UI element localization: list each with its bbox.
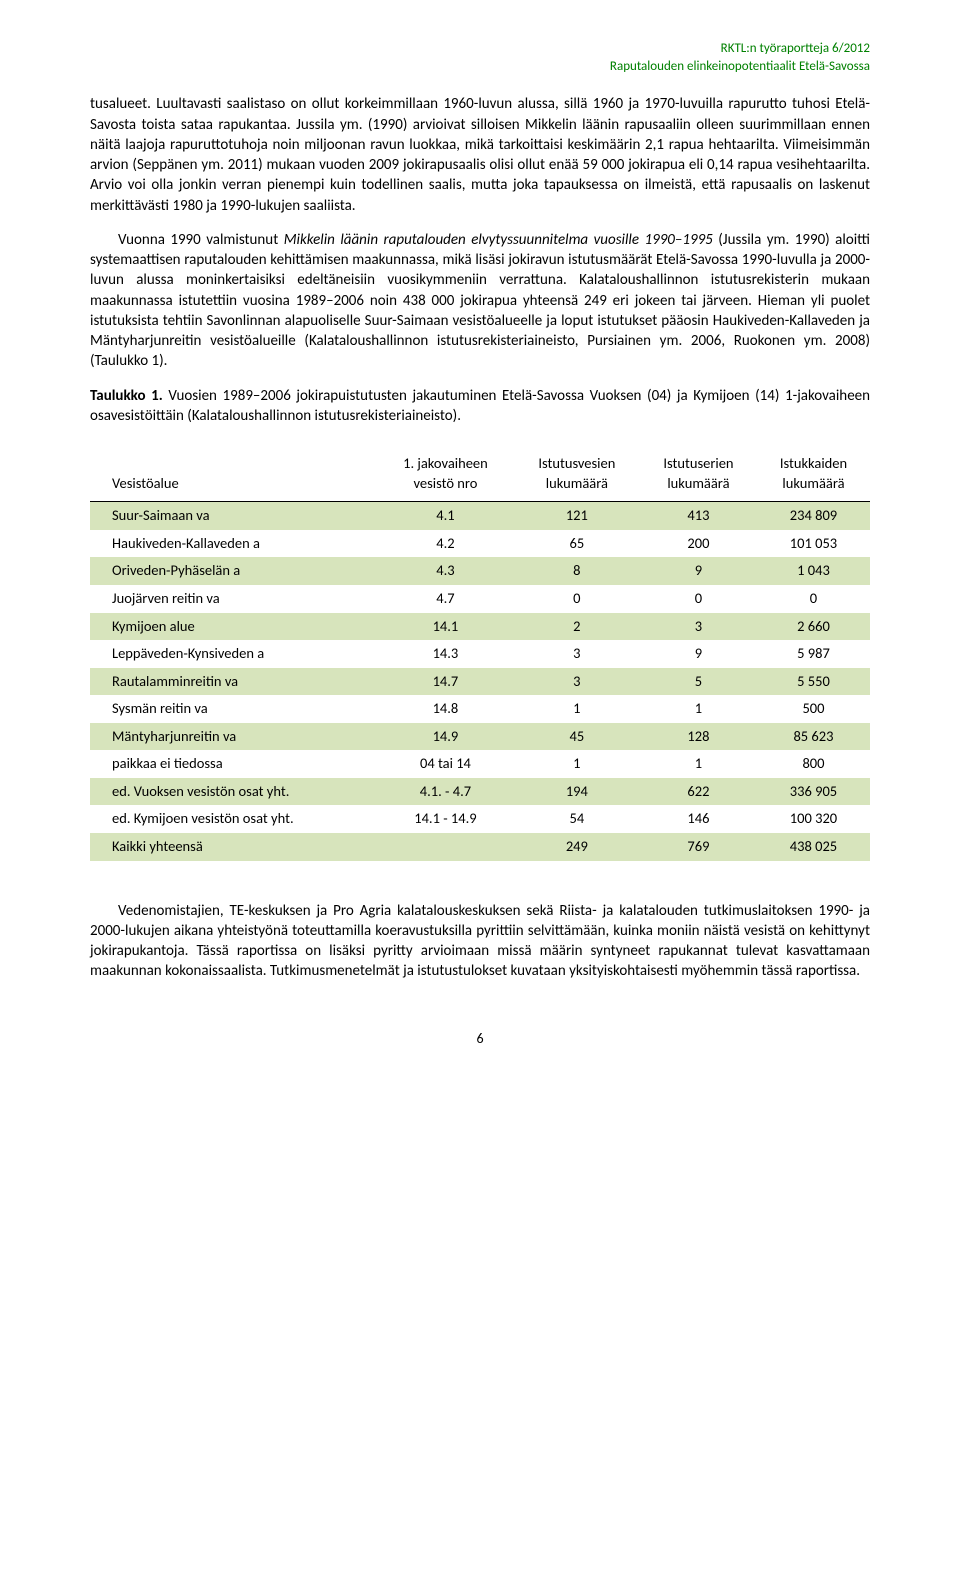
para2-post: (Jussila ym. 1990) aloitti systemaattise… bbox=[90, 231, 870, 371]
table-cell: 1 bbox=[514, 750, 640, 778]
table-cell: 438 025 bbox=[757, 833, 870, 861]
header-meta: RKTL:n työraportteja 6/2012 Raputalouden… bbox=[90, 40, 870, 76]
table-cell: ed. Vuoksen vesistön osat yht. bbox=[90, 778, 377, 806]
table-row: ed. Vuoksen vesistön osat yht.4.1. - 4.7… bbox=[90, 778, 870, 806]
th-istukkaiden: Istukkaiden lukumäärä bbox=[757, 448, 870, 502]
table-cell: 4.7 bbox=[377, 585, 514, 613]
table-cell: 9 bbox=[640, 640, 757, 668]
table-cell: 800 bbox=[757, 750, 870, 778]
table-cell: 500 bbox=[757, 695, 870, 723]
para2-italic: Mikkelin läänin raputalouden elvytyssuun… bbox=[284, 231, 713, 249]
table-cell: 14.9 bbox=[377, 723, 514, 751]
table-row: Rautalamminreitin va14.7355 550 bbox=[90, 668, 870, 696]
th-vesistoalue: Vesistöalue bbox=[90, 448, 377, 502]
table-cell: 769 bbox=[640, 833, 757, 861]
table-cell: 1 043 bbox=[757, 557, 870, 585]
table-cell: Suur-Saimaan va bbox=[90, 502, 377, 530]
table-cell: 8 bbox=[514, 557, 640, 585]
table-row: Sysmän reitin va14.811500 bbox=[90, 695, 870, 723]
table-cell: 2 660 bbox=[757, 613, 870, 641]
table-cell: 4.3 bbox=[377, 557, 514, 585]
paragraph-1: tusalueet. Luultavasti saalistaso on oll… bbox=[90, 94, 870, 216]
table-cell: 2 bbox=[514, 613, 640, 641]
table-cell: 0 bbox=[514, 585, 640, 613]
table-row: ed. Kymijoen vesistön osat yht.14.1 - 14… bbox=[90, 805, 870, 833]
paragraph-2: Vuonna 1990 valmistunut Mikkelin läänin … bbox=[90, 230, 870, 372]
table-cell: 336 905 bbox=[757, 778, 870, 806]
header-line-1: RKTL:n työraportteja 6/2012 bbox=[90, 40, 870, 58]
table-row: Oriveden-Pyhäselän a4.3891 043 bbox=[90, 557, 870, 585]
table-cell: 622 bbox=[640, 778, 757, 806]
table-cell: 128 bbox=[640, 723, 757, 751]
table-cell: Rautalamminreitin va bbox=[90, 668, 377, 696]
th-istutuserien: Istutuserien lukumäärä bbox=[640, 448, 757, 502]
table-cell: 9 bbox=[640, 557, 757, 585]
table-cell: 45 bbox=[514, 723, 640, 751]
table-row: Kymijoen alue14.1232 660 bbox=[90, 613, 870, 641]
table-cell: 4.1. - 4.7 bbox=[377, 778, 514, 806]
table-cell: 14.1 - 14.9 bbox=[377, 805, 514, 833]
table-cell: 1 bbox=[640, 695, 757, 723]
th-jakovaihe: 1. jakovaiheen vesistö nro bbox=[377, 448, 514, 502]
istutus-table: Vesistöalue 1. jakovaiheen vesistö nro I… bbox=[90, 448, 870, 860]
table-cell: 413 bbox=[640, 502, 757, 530]
table-cell: 85 623 bbox=[757, 723, 870, 751]
table-row: Haukiveden-Kallaveden a4.265200101 053 bbox=[90, 530, 870, 558]
table-cell: 14.3 bbox=[377, 640, 514, 668]
table-cell: 14.8 bbox=[377, 695, 514, 723]
table-cell: 4.2 bbox=[377, 530, 514, 558]
table-cell: Leppäveden-Kynsiveden a bbox=[90, 640, 377, 668]
table-cell: 14.1 bbox=[377, 613, 514, 641]
table-cell: paikkaa ei tiedossa bbox=[90, 750, 377, 778]
table-cell: 5 bbox=[640, 668, 757, 696]
table-cell: 1 bbox=[514, 695, 640, 723]
table-cell: Juojärven reitin va bbox=[90, 585, 377, 613]
table-cell: 100 320 bbox=[757, 805, 870, 833]
table-row: paikkaa ei tiedossa04 tai 1411800 bbox=[90, 750, 870, 778]
th-istutusvesien: Istutusvesien lukumäärä bbox=[514, 448, 640, 502]
table-cell: Oriveden-Pyhäselän a bbox=[90, 557, 377, 585]
table-cell: 65 bbox=[514, 530, 640, 558]
table-cell: 249 bbox=[514, 833, 640, 861]
paragraph-3: Vedenomistajien, TE-keskuksen ja Pro Agr… bbox=[90, 901, 870, 982]
table-cell: 04 tai 14 bbox=[377, 750, 514, 778]
table-cell: 0 bbox=[757, 585, 870, 613]
table-row: Mäntyharjunreitin va14.94512885 623 bbox=[90, 723, 870, 751]
table-cell: 0 bbox=[640, 585, 757, 613]
table-cell: Haukiveden-Kallaveden a bbox=[90, 530, 377, 558]
page-number: 6 bbox=[90, 1030, 870, 1049]
table-cell: 121 bbox=[514, 502, 640, 530]
table-cell: 54 bbox=[514, 805, 640, 833]
table-cell: Mäntyharjunreitin va bbox=[90, 723, 377, 751]
table-cell: 14.7 bbox=[377, 668, 514, 696]
table-cell: 146 bbox=[640, 805, 757, 833]
table-caption: Taulukko 1. Vuosien 1989–2006 jokirapuis… bbox=[90, 386, 870, 427]
table-cell: 3 bbox=[640, 613, 757, 641]
table-row: Kaikki yhteensä 249769438 025 bbox=[90, 833, 870, 861]
caption-rest: Vuosien 1989–2006 jokirapuistutusten jak… bbox=[90, 387, 870, 425]
table-row: Suur-Saimaan va4.1121413234 809 bbox=[90, 502, 870, 530]
table-cell: 1 bbox=[640, 750, 757, 778]
table-cell: 5 550 bbox=[757, 668, 870, 696]
table-cell: 3 bbox=[514, 668, 640, 696]
table-cell: Kymijoen alue bbox=[90, 613, 377, 641]
table-cell: 194 bbox=[514, 778, 640, 806]
para2-pre: Vuonna 1990 valmistunut bbox=[118, 231, 284, 249]
caption-bold: Taulukko 1. bbox=[90, 387, 163, 405]
table-cell: 200 bbox=[640, 530, 757, 558]
table-cell: 3 bbox=[514, 640, 640, 668]
table-cell: 234 809 bbox=[757, 502, 870, 530]
table-cell: 101 053 bbox=[757, 530, 870, 558]
table-cell bbox=[377, 833, 514, 861]
table-cell: ed. Kymijoen vesistön osat yht. bbox=[90, 805, 377, 833]
table-header-row: Vesistöalue 1. jakovaiheen vesistö nro I… bbox=[90, 448, 870, 502]
table-cell: 4.1 bbox=[377, 502, 514, 530]
table-row: Leppäveden-Kynsiveden a14.3395 987 bbox=[90, 640, 870, 668]
table-cell: 5 987 bbox=[757, 640, 870, 668]
table-cell: Sysmän reitin va bbox=[90, 695, 377, 723]
table-cell: Kaikki yhteensä bbox=[90, 833, 377, 861]
table-row: Juojärven reitin va4.7000 bbox=[90, 585, 870, 613]
header-line-2: Raputalouden elinkeinopotentiaalit Etelä… bbox=[90, 58, 870, 76]
